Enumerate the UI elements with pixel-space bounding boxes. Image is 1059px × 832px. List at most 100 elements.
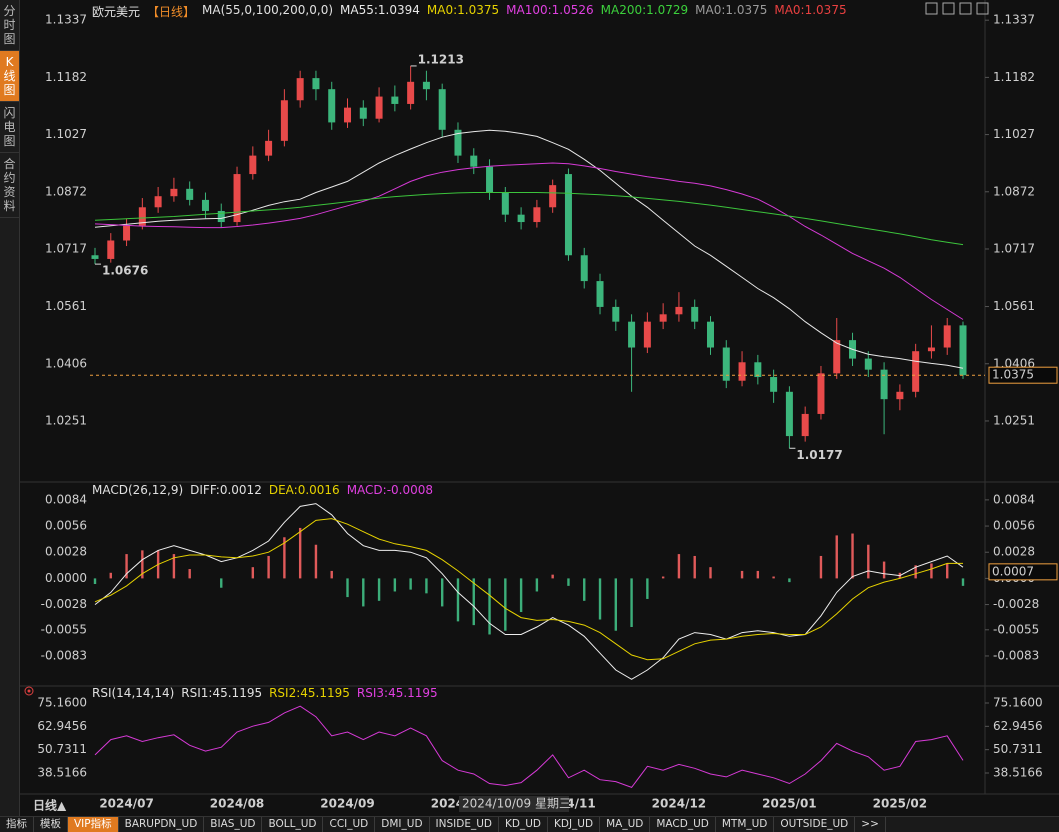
candle-body [833,340,841,374]
legend-entry: MACD:-0.0008 [346,483,434,497]
y-tick-label: 75.1600 [37,695,87,709]
sidebar: 分时图 K线图 闪电图 合约资料 [0,0,20,816]
macd-bar [583,578,586,601]
indicator-tab[interactable]: OUTSIDE_UD [774,817,856,832]
macd-bar [914,565,917,579]
macd-bar [630,578,633,627]
indicator-tab[interactable]: INSIDE_UD [430,817,499,832]
macd-bar [141,550,144,579]
candle-body [738,362,746,381]
macd-bar [851,533,854,579]
indicator-line [94,192,964,246]
y-tick-label: 62.9456 [993,719,1043,733]
candle-body [170,188,178,197]
indicator-tab[interactable]: BOLL_UD [262,817,324,832]
indicator-tab[interactable]: MACD_UD [650,817,716,832]
indicator-tab[interactable]: MTM_UD [716,817,775,832]
candle-body [296,78,304,101]
indicator-tab[interactable]: 模板 [34,817,68,832]
indicator-tab[interactable]: MA_UD [600,817,651,832]
x-tick-label: 2025/01 [762,797,816,811]
current-value-box [988,366,1058,384]
legend-entry: RSI3:45.1195 [356,686,438,700]
indicator-tab[interactable]: VIP指标 [68,817,119,832]
candle-body [691,306,699,322]
macd-bar [867,544,870,579]
legend-entry: 【日线】 [147,5,196,19]
macd-bar [188,569,191,579]
candle-body [533,207,541,223]
y-tick-label: 1.1337 [45,13,87,27]
indicator-tab[interactable]: KDJ_UD [548,817,601,832]
rsi-legend: RSI(14,14,14) RSI1:45.1195 RSI2:45.1195 RSI… [92,686,438,700]
indicator-tab[interactable]: BARUPDN_UD [119,817,205,832]
x-tick-label: 2024/12 [652,797,706,811]
macd-bar [298,527,302,579]
extreme-label: 1.1213 [418,52,464,66]
y-tick-label: 75.1600 [993,695,1043,709]
macd-bar [346,578,349,598]
x-tick-label: 2025/02 [873,797,927,811]
macd-bar [472,578,475,626]
candle-body [312,78,320,90]
macd-bar [567,578,570,586]
indicator-tab[interactable]: KD_UD [499,817,548,832]
y-tick-label: 0.0084 [45,492,87,506]
y-tick-label: 1.1182 [993,70,1035,84]
x-tick-label: 2024/07 [99,797,153,811]
indicator-tab[interactable]: >> [855,817,886,832]
candle-body [201,199,209,211]
indicator-tab[interactable]: DMI_UD [375,817,430,832]
candle-body [580,255,588,282]
rsi-icon [24,686,34,696]
x-tick-label: 2024/08 [210,797,264,811]
x-tick-label: 2024/09 [320,797,374,811]
indicator-tab[interactable]: BIAS_UD [204,817,263,832]
candle-body [154,196,162,208]
y-tick-label: -0.0083 [993,648,1039,662]
macd-bar [661,576,665,579]
candle-body [770,377,778,392]
sidebar-tab[interactable]: K线图 [0,51,19,102]
current-value-label: 1.0375 [992,368,1034,382]
current-value-label: 0.0007 [992,564,1034,578]
y-tick-label: 0.0000 [45,571,87,585]
indicator-line [94,503,964,680]
macd-bar [425,578,428,594]
y-tick-label: 0.0056 [45,519,87,533]
y-tick-label: 1.1027 [45,127,87,141]
y-tick-label: 0.0056 [993,519,1035,533]
candle-body [564,174,572,256]
price-legend: 欧元美元 【日线】 MA(55,0,100,200,0,0) MA55:1.0394 M… [92,3,847,20]
sidebar-tab[interactable]: 闪电图 [0,102,19,153]
sidebar-tab[interactable]: 合约资料 [0,153,19,218]
indicator-tab[interactable]: 指标 [0,817,34,832]
macd-bar [598,578,602,620]
y-tick-label: 1.0717 [45,241,87,255]
macd-bar [267,555,270,579]
sidebar-tab[interactable]: 分时图 [0,0,19,51]
candle-body [722,347,730,381]
indicator-tab[interactable]: CCI_UD [323,817,376,832]
extreme-label: 1.0177 [796,448,842,462]
y-tick-label: 62.9456 [37,719,87,733]
legend-entry: MA200:1.0729 [600,3,689,17]
macd-legend: MACD(26,12,9) DIFF:0.0012 DEA:0.0016 MACD:-… [92,483,433,497]
legend-entry: 欧元美元 [92,5,141,19]
period-label: 日线▲ [33,798,67,813]
macd-bar [504,578,507,631]
y-tick-label: 1.0872 [45,184,87,198]
macd-bar [441,578,444,607]
macd-bar [488,578,491,635]
y-tick-label: 1.1182 [45,70,87,84]
y-tick-label: 0.0028 [45,545,87,559]
macd-bar [788,578,791,583]
macd-bar [835,535,838,579]
candle-body [359,107,367,119]
macd-bar [409,578,412,590]
candle-body [344,107,352,123]
legend-entry: MA55:1.0394 [340,3,420,17]
y-tick-label: 1.1337 [993,13,1035,27]
candle-body [249,155,257,175]
macd-bar [709,567,712,579]
